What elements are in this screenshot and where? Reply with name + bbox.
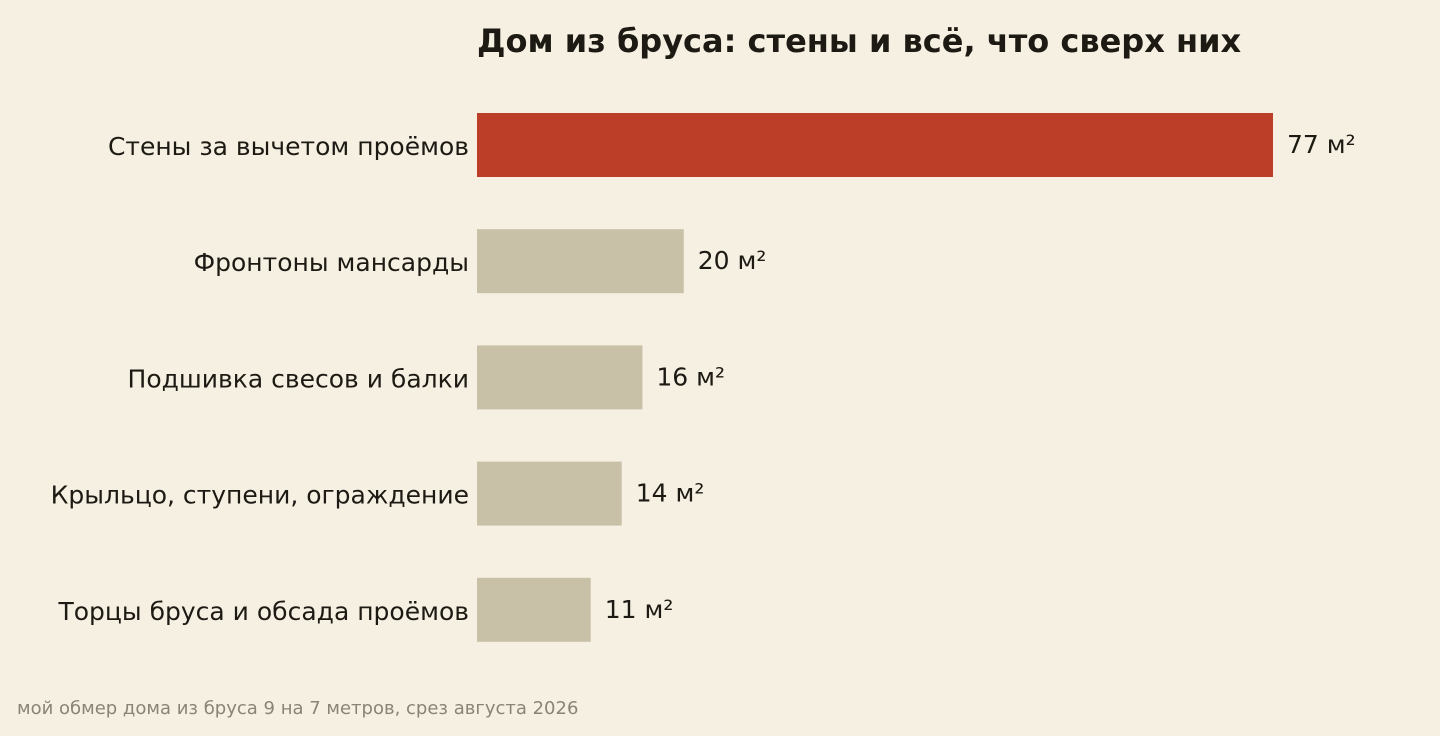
category-label-0: Стены за вычетом проёмов [108, 132, 469, 161]
value-label-3: 14 м² [636, 479, 705, 508]
bar-1 [477, 229, 684, 294]
bar-4 [477, 577, 591, 642]
value-label-4: 11 м² [605, 595, 674, 624]
category-label-3: Крыльцо, ступени, ограждение [51, 481, 469, 510]
source-note: мой обмер дома из бруса 9 на 7 метров, с… [17, 698, 578, 719]
chart-title: Дом из бруса: стены и всё, что сверх них [477, 22, 1242, 60]
bar-3 [477, 461, 622, 526]
bar-2 [477, 345, 643, 410]
category-label-4: Торцы бруса и обсада проёмов [57, 597, 469, 626]
value-label-2: 16 м² [656, 362, 725, 391]
category-label-1: Фронтоны мансарды [194, 248, 469, 277]
bars-group: Стены за вычетом проёмов 77 м² Фронтоны ма… [51, 113, 1356, 642]
value-label-0: 77 м² [1287, 130, 1356, 159]
value-label-1: 20 м² [698, 246, 767, 275]
category-label-2: Подшивка свесов и балки [128, 364, 469, 393]
bar-0 [477, 113, 1273, 177]
